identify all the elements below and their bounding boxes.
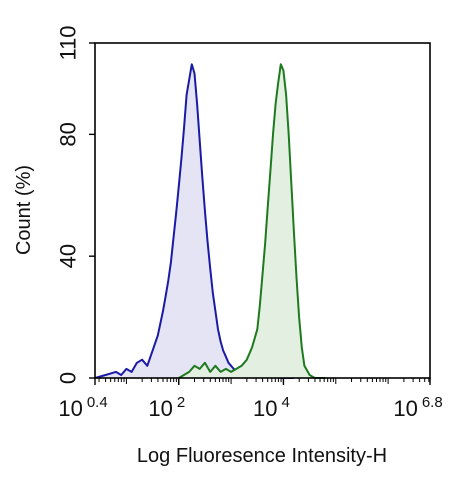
x-tick-label: 10 0.4 bbox=[58, 394, 107, 421]
y-axis-title: Count (%) bbox=[13, 165, 35, 255]
x-tick-label: 10 6.8 bbox=[393, 394, 442, 421]
x-minor-ticks bbox=[98, 378, 430, 384]
y-tick-label: 80 bbox=[56, 122, 81, 146]
y-tick-label: 40 bbox=[56, 244, 81, 268]
series-2-line bbox=[178, 63, 326, 379]
x-axis-ticks: 10 0.4 10 2 10 4 10 6.8 bbox=[58, 378, 443, 421]
y-tick-label: 110 bbox=[56, 25, 81, 60]
series-1-area bbox=[95, 64, 294, 379]
y-axis-ticks: 0 40 80 110 bbox=[56, 25, 95, 384]
series-layer bbox=[94, 63, 326, 379]
x-axis-title: Log Fluoresence Intensity-H bbox=[137, 445, 387, 467]
y-tick-label: 0 bbox=[56, 372, 81, 384]
x-tick-label: 10 4 bbox=[253, 394, 290, 421]
x-tick-label: 10 2 bbox=[148, 394, 185, 421]
